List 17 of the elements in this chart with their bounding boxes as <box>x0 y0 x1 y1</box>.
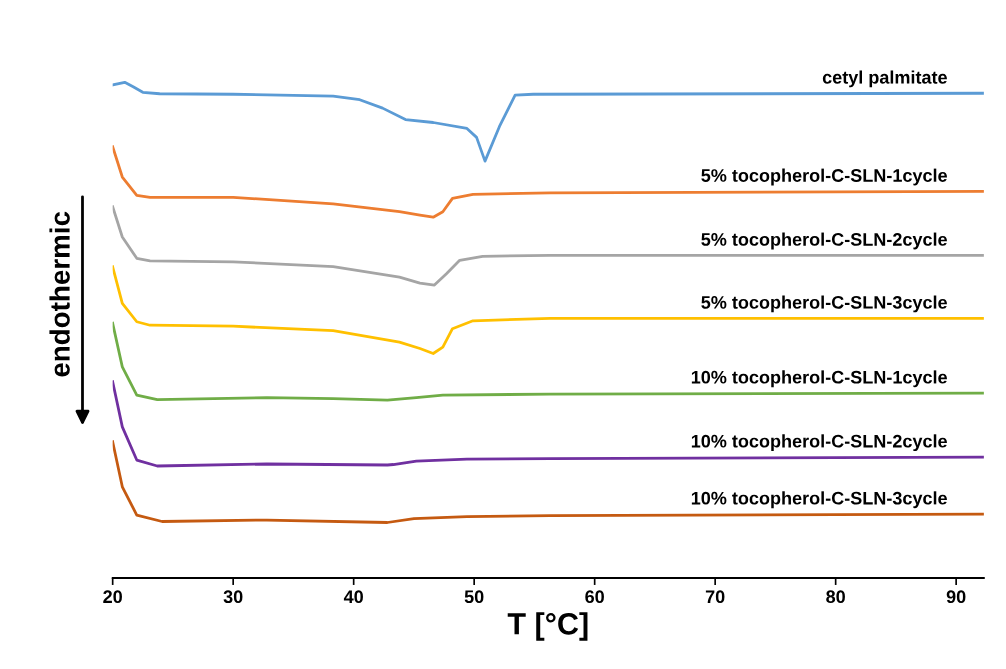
x-tick-label: 30 <box>223 590 243 604</box>
series-label: 10% tocopherol-C-SLN-1cycle <box>691 370 947 388</box>
x-tick-label: 60 <box>585 590 604 604</box>
x-tick-label: 40 <box>343 590 363 604</box>
series-label: cetyl palmitate <box>822 70 947 88</box>
x-tick-label: 90 <box>946 590 966 604</box>
text: endothermic <box>49 211 70 377</box>
series-label: 5% tocopherol-C-SLN-3cycle <box>701 295 947 313</box>
x-tick-label: 80 <box>826 590 845 604</box>
series-label: 5% tocopherol-C-SLN-2cycle <box>701 232 947 250</box>
x-axis-title: T [°C] <box>507 612 588 641</box>
x-tick-label: 50 <box>464 590 484 604</box>
series-label: 5% tocopherol-C-SLN-1cycle <box>701 168 947 186</box>
x-tick-label: 70 <box>705 590 725 604</box>
series-label: 10% tocopherol-C-SLN-3cycle <box>691 491 947 509</box>
series-label: 10% tocopherol-C-SLN-2cycle <box>691 434 947 452</box>
x-tick-label: 20 <box>103 590 122 604</box>
